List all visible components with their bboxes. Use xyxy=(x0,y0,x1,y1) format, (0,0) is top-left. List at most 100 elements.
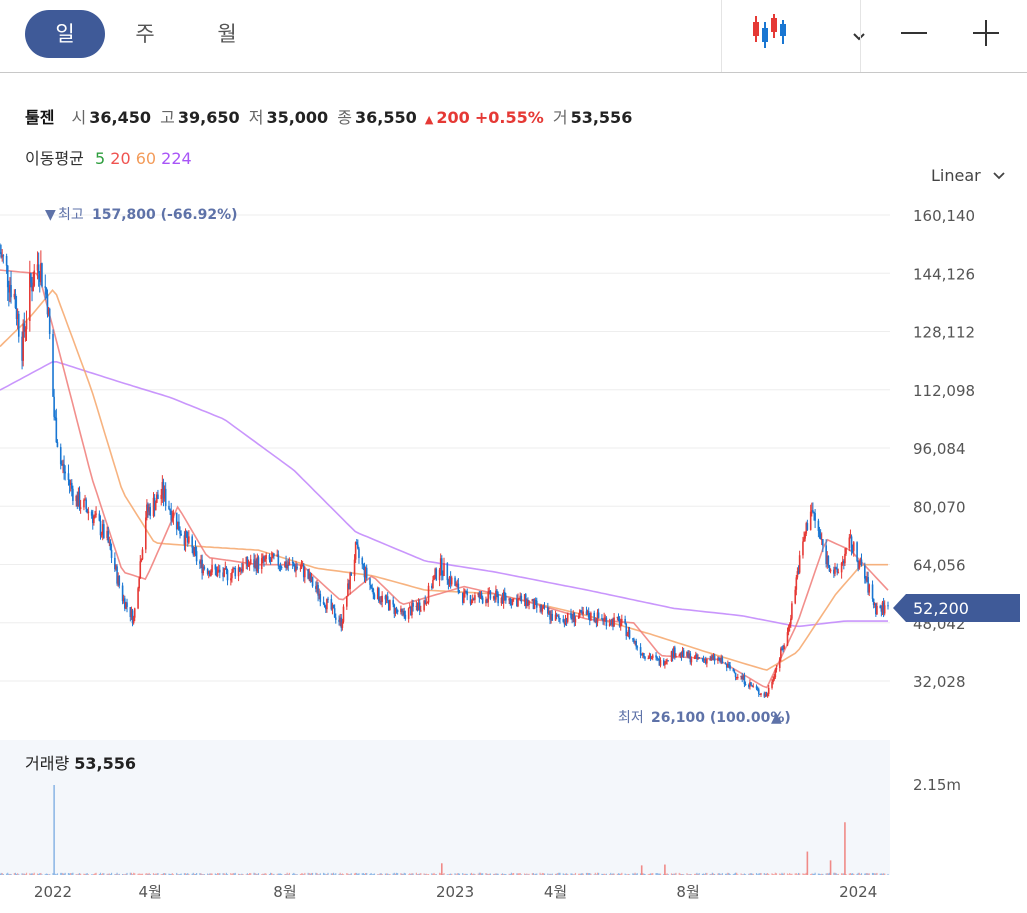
volume-bar xyxy=(485,873,487,875)
candle-body xyxy=(380,601,382,603)
tab-monthly[interactable]: 월 xyxy=(217,22,237,46)
volume-bar xyxy=(477,873,479,875)
candle-body xyxy=(718,658,720,660)
candle-body xyxy=(433,575,435,580)
candle-body xyxy=(201,559,203,574)
candle-body xyxy=(848,537,851,548)
candle-body xyxy=(734,672,737,678)
candle-body xyxy=(497,593,499,604)
candle-body xyxy=(116,566,118,584)
tab-weekly[interactable]: 주 xyxy=(135,22,155,46)
volume-bar xyxy=(369,873,371,875)
volume-bar xyxy=(85,873,87,875)
volume-bar xyxy=(602,874,604,875)
volume-bar xyxy=(268,874,271,875)
candle-body xyxy=(29,273,31,321)
candle-body xyxy=(605,617,608,626)
candle-body xyxy=(509,598,512,604)
volume-bar xyxy=(292,873,294,875)
volume-bar xyxy=(882,873,885,875)
volume-bar xyxy=(6,873,8,875)
candle-body xyxy=(203,566,206,569)
volume-bar xyxy=(818,873,821,875)
candle-body xyxy=(814,513,816,521)
volume-bar xyxy=(420,873,422,875)
candle-body xyxy=(307,569,309,579)
candle-body xyxy=(180,533,182,536)
volume-bar xyxy=(131,874,134,875)
volume-bar xyxy=(165,873,167,875)
volume-bar xyxy=(821,873,823,875)
candle-body xyxy=(232,567,234,573)
ma-60[interactable]: 60 xyxy=(135,149,157,168)
candle-body xyxy=(488,590,491,592)
chart-toolbar: 일 주 월 xyxy=(0,0,1027,73)
volume-bar xyxy=(763,873,765,875)
volume-bar xyxy=(71,873,73,875)
candle-body xyxy=(222,572,224,577)
candle-body xyxy=(752,686,755,688)
volume-bar xyxy=(193,873,195,875)
candle-body xyxy=(851,550,854,552)
candle-body xyxy=(711,656,714,658)
volume-bar xyxy=(95,872,97,875)
chart-type-dropdown[interactable] xyxy=(722,0,865,72)
scale-dropdown[interactable]: Linear xyxy=(931,166,1006,185)
volume-bar xyxy=(836,874,838,875)
stock-name: 툴젠 xyxy=(25,108,55,127)
candle-body xyxy=(63,464,65,472)
volume-bar xyxy=(698,873,700,875)
volume-bar xyxy=(219,873,221,875)
candle-body xyxy=(764,694,767,697)
ma-20[interactable]: 20 xyxy=(110,149,131,168)
candle-body xyxy=(420,610,422,612)
candle-body xyxy=(595,620,598,623)
volume-bar xyxy=(393,872,395,875)
volume-bar xyxy=(296,874,298,875)
volume-bar xyxy=(551,873,553,875)
volume-bar xyxy=(632,873,634,875)
ma-224[interactable]: 224 xyxy=(161,149,192,168)
candle-body xyxy=(840,562,843,573)
volume-bar xyxy=(304,872,306,875)
candle-body xyxy=(23,323,26,332)
volume-bar xyxy=(141,873,144,875)
candle-body xyxy=(881,602,884,612)
candle-body xyxy=(617,616,620,620)
volume-bar xyxy=(590,873,592,875)
candle-body xyxy=(523,594,526,602)
candle-body xyxy=(434,568,436,576)
candle-body xyxy=(636,646,639,648)
candle-body xyxy=(443,563,445,576)
candle-body xyxy=(664,664,666,666)
candle-body xyxy=(118,576,121,586)
candle-body xyxy=(93,516,95,523)
volume-bar xyxy=(558,872,560,875)
volume-bar xyxy=(702,873,705,875)
candle-body xyxy=(226,570,229,581)
volume-bar xyxy=(331,873,334,875)
ma-5[interactable]: 5 xyxy=(94,149,106,168)
volume-bar xyxy=(875,873,877,875)
candle-body xyxy=(681,650,684,657)
volume-bar xyxy=(410,873,412,875)
candle-body xyxy=(318,593,320,596)
candle-body xyxy=(416,605,419,611)
zoom-in-button[interactable] xyxy=(961,10,1011,60)
candle-body xyxy=(759,693,761,695)
candle-body xyxy=(24,329,27,332)
volume-bar xyxy=(501,873,504,875)
candle-body xyxy=(531,599,534,602)
volume-bar xyxy=(789,872,791,875)
tab-daily[interactable]: 일 xyxy=(25,10,105,58)
volume-bars xyxy=(0,785,889,875)
candle-body xyxy=(613,617,615,627)
zoom-out-button[interactable] xyxy=(889,10,939,60)
candle-body xyxy=(449,576,452,585)
volume-bar xyxy=(701,873,704,875)
volume-bar xyxy=(518,873,520,875)
candle-body xyxy=(655,655,657,658)
candle-body xyxy=(260,558,263,570)
volume-bar xyxy=(782,873,784,875)
